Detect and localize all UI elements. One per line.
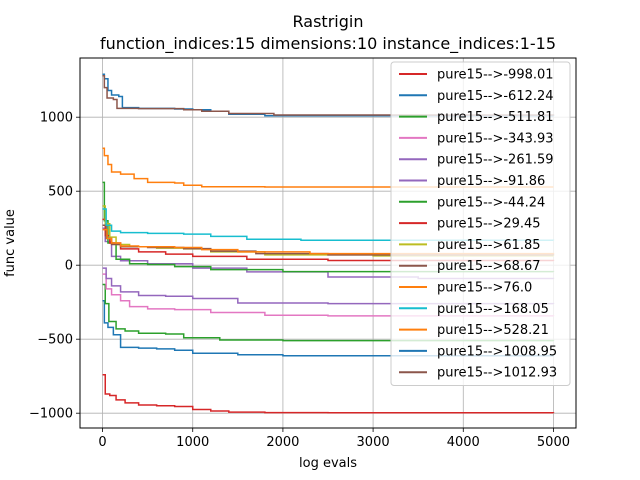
y-tick-label: 0 [65, 259, 73, 274]
plot-lines [102, 73, 555, 414]
legend-label: pure15-->61.85 [437, 238, 541, 253]
x-tick-label: 1000 [176, 435, 209, 450]
series-line [102, 299, 554, 357]
x-tick-label: 0 [98, 435, 106, 450]
legend-label: pure15-->-998.01 [437, 68, 554, 83]
y-tick-label: −1000 [29, 407, 73, 422]
x-tick-label: 2000 [266, 435, 299, 450]
legend-label: pure15-->-261.59 [437, 153, 554, 168]
legend-box [390, 61, 571, 386]
legend-label: pure15-->-511.81 [437, 110, 554, 125]
y-axis-label: func value [3, 209, 18, 277]
series-line [102, 373, 555, 414]
legend-label: pure15-->1012.93 [437, 366, 557, 381]
series-line [102, 267, 555, 305]
y-tick-label: −500 [37, 333, 73, 348]
legend-label: pure15-->1008.95 [437, 344, 557, 359]
x-tick-label: 4000 [447, 435, 480, 450]
y-tick-label: 500 [48, 185, 73, 200]
x-axis-ticks: 0 1000 2000 3000 4000 5000 [98, 428, 570, 450]
legend-label: pure15-->29.45 [437, 217, 541, 232]
chart-subtitle: function_indices:15 dimensions:10 instan… [100, 34, 556, 54]
series-line [102, 75, 555, 116]
y-axis-ticks: −1000 −500 0 500 1000 [29, 111, 80, 422]
plot-frame [79, 57, 577, 429]
legend: pure15-->-998.01 pure15-->-612.24 pure15--… [390, 61, 571, 386]
chart-title: Rastrigin [293, 12, 364, 31]
legend-label: pure15-->168.05 [437, 302, 549, 317]
legend-label: pure15-->68.67 [437, 259, 541, 274]
legend-label: pure15-->-612.24 [437, 89, 554, 104]
series-line [102, 283, 555, 342]
y-tick-label: 1000 [40, 111, 73, 126]
legend-label: pure15-->-91.86 [437, 174, 545, 189]
legend-label: pure15-->528.21 [437, 323, 549, 338]
x-axis-label: log evals [299, 456, 357, 471]
x-tick-label: 3000 [357, 435, 390, 450]
legend-label: pure15-->-44.24 [437, 195, 545, 210]
series-line [102, 208, 555, 241]
series-line [102, 273, 555, 317]
series-line [102, 147, 554, 188]
legend-label: pure15-->-343.93 [437, 131, 554, 146]
series-line [102, 181, 555, 273]
legend-label: pure15-->76.0 [437, 281, 532, 296]
series-line [102, 228, 555, 255]
x-tick-label: 5000 [537, 435, 570, 450]
